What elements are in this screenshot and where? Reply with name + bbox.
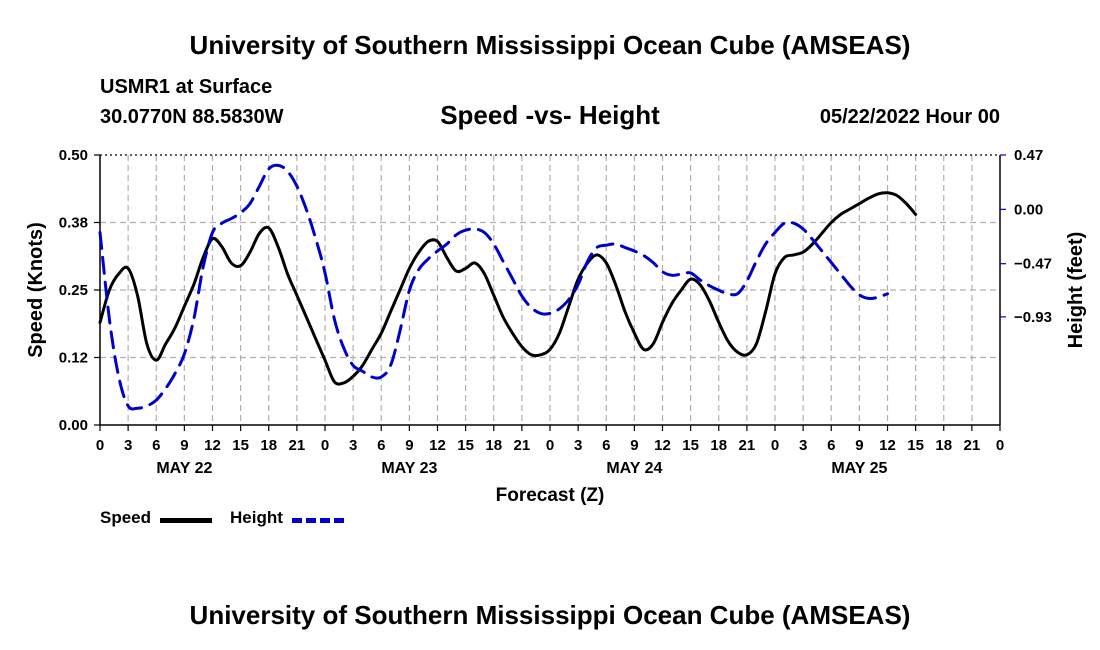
x-tick-label: 21 (739, 437, 756, 454)
x-tick-label: 9 (405, 437, 413, 454)
x-tick-label: 9 (855, 437, 863, 454)
y-right-tick-label: 0.00 (1014, 201, 1043, 218)
y-left-tick-label: 0.12 (59, 350, 88, 367)
x-tick-label: 21 (964, 437, 981, 454)
x-tick-label: 15 (232, 437, 249, 454)
footer-title: University of Southern Mississippi Ocean… (189, 600, 911, 630)
x-tick-label: 15 (457, 437, 474, 454)
x-day-label: MAY 24 (606, 460, 662, 477)
series-line-speed (98, 191, 918, 386)
legend-speed-swatch (160, 518, 212, 523)
x-tick-label: 12 (654, 437, 671, 454)
x-axis-title: Forecast (Z) (496, 485, 605, 506)
x-tick-label: 18 (935, 437, 952, 454)
x-tick-label: 12 (429, 437, 446, 454)
chart-subtitle: Speed -vs- Height (440, 100, 660, 130)
header-title: University of Southern Mississippi Ocean… (189, 30, 911, 60)
x-tick-label: 12 (204, 437, 221, 454)
x-tick-label: 3 (574, 437, 582, 454)
coordinates-label: 30.0770N 88.5830W (100, 106, 284, 128)
y-right-tick-label: −0.47 (1014, 256, 1052, 273)
x-day-label: MAY 23 (381, 460, 437, 477)
x-tick-label: 18 (260, 437, 277, 454)
x-tick-label: 6 (827, 437, 835, 454)
legend-height-swatch (292, 518, 344, 523)
forecast-date-label: 05/22/2022 Hour 00 (819, 106, 1000, 128)
legend-speed-label: Speed (100, 508, 152, 527)
y-left-axis-title: Speed (Knots) (25, 222, 47, 358)
x-tick-label: 21 (289, 437, 306, 454)
x-tick-label: 3 (124, 437, 132, 454)
x-tick-label: 0 (96, 437, 104, 454)
x-tick-label: 21 (514, 437, 531, 454)
x-tick-label: 6 (602, 437, 610, 454)
station-label: USMR1 at Surface (100, 76, 273, 98)
x-tick-label: 6 (377, 437, 385, 454)
x-tick-label: 18 (485, 437, 502, 454)
x-tick-label: 15 (682, 437, 699, 454)
x-tick-label: 12 (879, 437, 896, 454)
y-left-tick-label: 0.38 (59, 215, 88, 232)
legend-height-label: Height (230, 508, 283, 527)
y-left-tick-label: 0.50 (59, 147, 88, 164)
x-tick-label: 18 (710, 437, 727, 454)
y-left-tick-label: 0.00 (59, 417, 88, 434)
x-tick-label: 15 (907, 437, 924, 454)
x-day-label: MAY 22 (156, 460, 212, 477)
y-left-tick-label: 0.25 (59, 282, 88, 299)
x-tick-label: 9 (630, 437, 638, 454)
x-tick-label: 6 (152, 437, 160, 454)
x-tick-label: 0 (996, 437, 1004, 454)
x-tick-label: 3 (349, 437, 357, 454)
x-day-label: MAY 25 (831, 460, 887, 477)
y-right-tick-label: −0.93 (1014, 309, 1052, 326)
x-tick-label: 3 (799, 437, 807, 454)
series-line-height (98, 163, 889, 411)
y-right-axis-title: Height (feet) (1065, 232, 1087, 349)
y-right-tick-label: 0.47 (1014, 147, 1043, 164)
x-tick-label: 0 (321, 437, 329, 454)
x-tick-label: 0 (546, 437, 554, 454)
x-tick-label: 0 (771, 437, 779, 454)
x-tick-label: 9 (180, 437, 188, 454)
